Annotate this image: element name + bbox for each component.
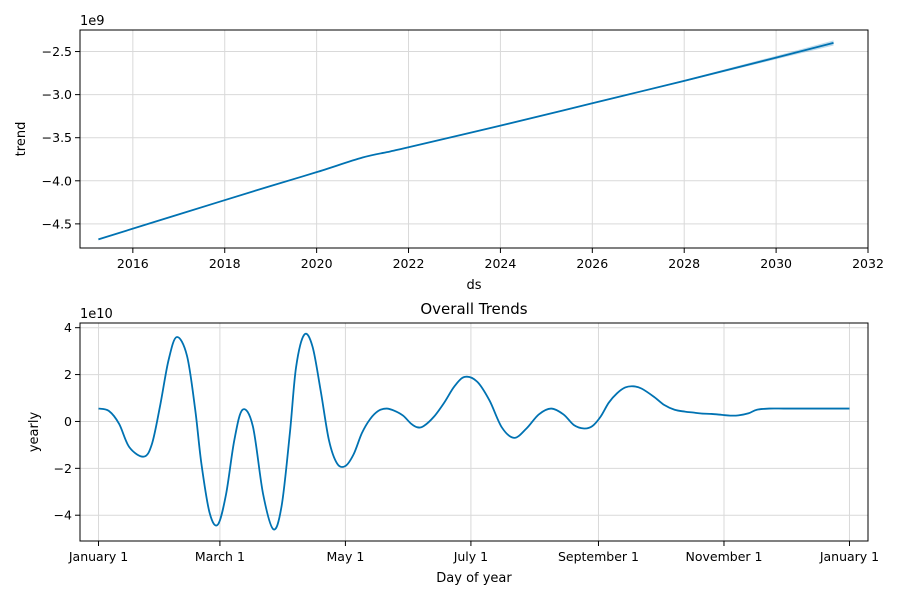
yearly-x-tick-label: January 1: [68, 549, 128, 564]
yearly-x-tick-label: March 1: [195, 549, 245, 564]
trend-uncertainty-band: [98, 40, 834, 240]
trend-x-tick-label: 2016: [117, 256, 149, 271]
yearly-lines: [98, 332, 850, 531]
yearly-grid: [80, 323, 868, 541]
trend-x-tick-label: 2020: [301, 256, 333, 271]
yearly-x-tick-label: May 1: [327, 549, 365, 564]
yearly-panel: Overall Trends January 1 March 1 May 1 July…: [27, 300, 879, 586]
trend-y-tick-label: −4.5: [42, 216, 72, 231]
yearly-y-tick-label: 4: [64, 320, 72, 335]
yearly-x-ticks: January 1 March 1 May 1 July 1 September 1 No…: [68, 541, 879, 564]
trend-series-line: [98, 42, 834, 241]
trend-y-tick-label: −4.0: [42, 173, 72, 188]
trend-grid: [80, 30, 869, 248]
trend-x-axis-label: ds: [466, 278, 481, 293]
trend-lines: [98, 42, 834, 241]
trend-y-ticks: −4.5 −4.0 −3.5 −3.0 −2.5: [42, 44, 80, 231]
yearly-x-tick-label: November 1: [686, 549, 763, 564]
yearly-chart-title: Overall Trends: [420, 300, 527, 318]
yearly-x-tick-label: January 1: [819, 549, 879, 564]
trend-x-ticks: 2016 2018 2020 2022 2024 2026 2028 2030 2032: [117, 248, 884, 271]
yearly-series-line: [98, 332, 850, 531]
yearly-y-offset-label: 1e10: [80, 307, 113, 322]
yearly-x-axis-label: Day of year: [436, 571, 512, 586]
trend-y-offset-label: 1e9: [80, 14, 105, 29]
trend-x-tick-label: 2026: [576, 256, 608, 271]
trend-uncertainty-band: [98, 40, 834, 240]
trend-x-tick-label: 2022: [393, 256, 425, 271]
yearly-y-ticks: −4 −2 0 2 4: [54, 320, 80, 523]
trend-y-tick-label: −3.0: [42, 87, 72, 102]
yearly-y-tick-label: −4: [54, 508, 72, 523]
yearly-plot-frame: [79, 322, 869, 542]
trend-x-tick-label: 2028: [668, 256, 700, 271]
yearly-y-tick-label: −2: [54, 461, 72, 476]
trend-plot-frame: [79, 29, 869, 249]
trend-panel: 2016 2018 2020 2022 2024 2026 2028 2030 2032 −4.…: [14, 14, 884, 293]
trend-x-tick-label: 2032: [852, 256, 884, 271]
yearly-x-tick-label: September 1: [558, 549, 639, 564]
yearly-y-tick-label: 0: [64, 414, 72, 429]
trend-y-axis-label: trend: [14, 122, 29, 157]
trend-y-tick-label: −2.5: [42, 44, 72, 59]
trend-x-tick-label: 2018: [209, 256, 241, 271]
yearly-y-axis-label: yearly: [27, 412, 42, 453]
trend-x-tick-label: 2030: [760, 256, 792, 271]
yearly-y-tick-label: 2: [64, 367, 72, 382]
yearly-x-tick-label: July 1: [453, 549, 488, 564]
trend-y-tick-label: −3.5: [42, 130, 72, 145]
trend-x-tick-label: 2024: [485, 256, 517, 271]
